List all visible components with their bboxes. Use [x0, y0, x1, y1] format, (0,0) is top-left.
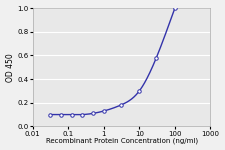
Y-axis label: OD 450: OD 450 — [6, 53, 15, 82]
X-axis label: Recombinant Protein Concentration (ng/ml): Recombinant Protein Concentration (ng/ml… — [45, 138, 198, 144]
